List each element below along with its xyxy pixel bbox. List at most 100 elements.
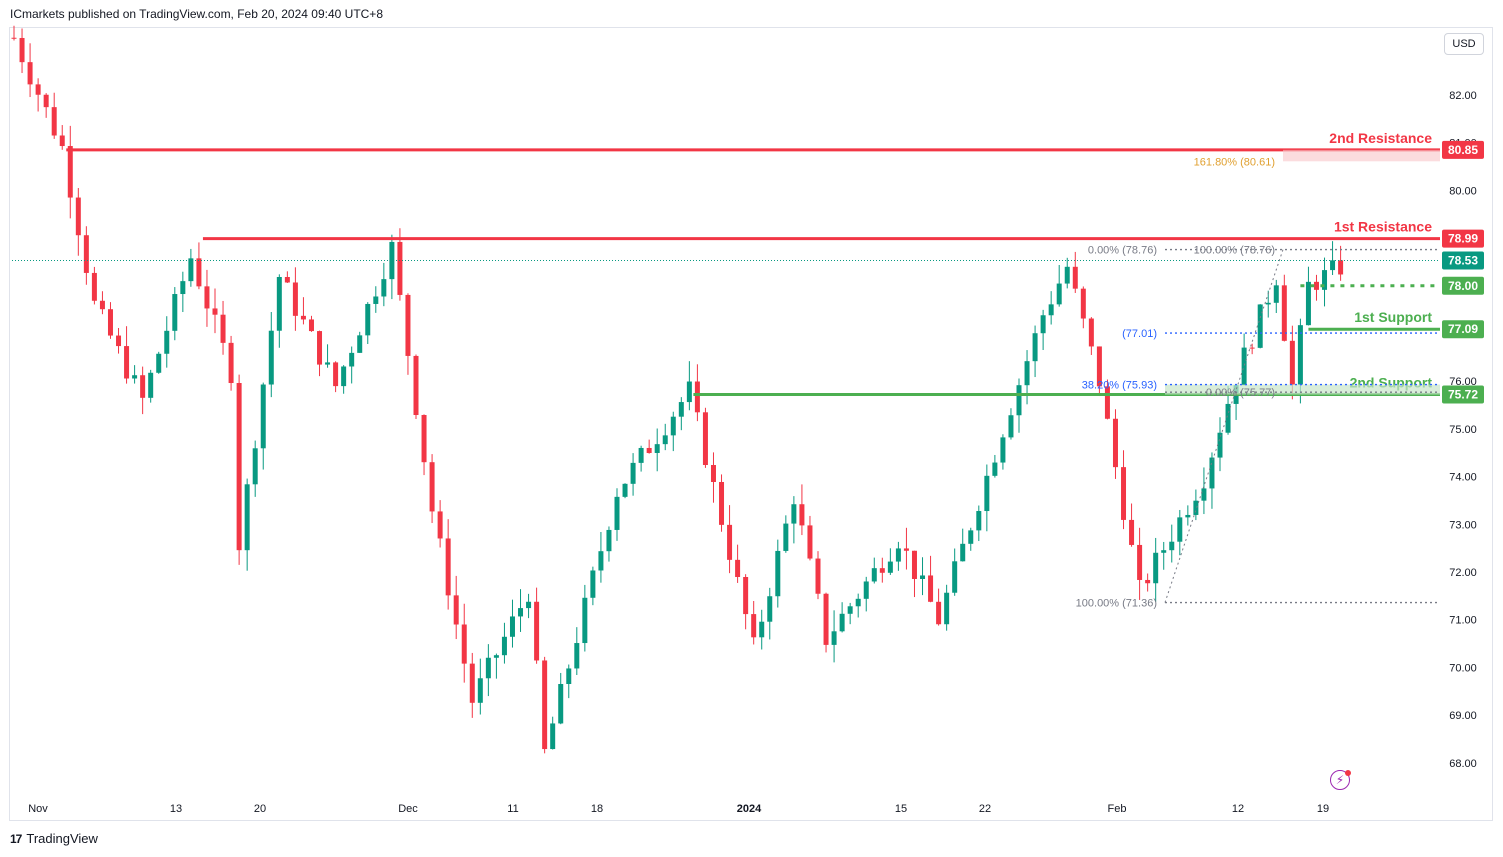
- chart-frame: [9, 27, 1493, 821]
- candles-group: [11, 25, 1344, 754]
- candle: [220, 314, 226, 343]
- candle: [1322, 270, 1328, 290]
- resistance-tag: [1442, 140, 1484, 159]
- candle: [1016, 385, 1022, 416]
- candle: [1297, 325, 1303, 385]
- candle: [598, 551, 604, 571]
- candle: [107, 309, 113, 336]
- candle: [727, 524, 733, 560]
- candle: [1032, 333, 1038, 362]
- candle: [501, 636, 507, 656]
- candle: [51, 107, 57, 136]
- fib-label: 0.00% (75.77): [1206, 387, 1275, 399]
- candle: [735, 559, 741, 578]
- candle: [341, 366, 347, 387]
- candle: [678, 402, 684, 417]
- candle: [276, 276, 282, 331]
- candle: [1080, 288, 1086, 319]
- currency-button[interactable]: USD: [1444, 33, 1484, 55]
- y-tick-label: 72.00: [1449, 567, 1477, 579]
- candle: [638, 447, 644, 463]
- candle: [389, 241, 395, 280]
- publish-line: ICmarkets published on TradingView.com, …: [10, 7, 383, 21]
- candle: [405, 294, 411, 356]
- candle: [445, 538, 451, 596]
- candle: [453, 595, 459, 625]
- candle: [1217, 432, 1223, 458]
- candle: [1249, 347, 1255, 349]
- y-axis: 82.0081.0080.0076.0075.0074.0073.0072.00…: [1442, 90, 1484, 770]
- candle: [1096, 346, 1102, 387]
- support-tag: [1442, 385, 1484, 404]
- notification-dot: [1345, 770, 1351, 776]
- y-tick-label: 74.00: [1449, 472, 1477, 484]
- candle: [99, 300, 105, 310]
- candle: [686, 381, 692, 403]
- candle: [694, 381, 700, 413]
- candle: [236, 383, 242, 551]
- candle: [1177, 517, 1183, 542]
- candle: [437, 511, 443, 539]
- candle: [1048, 304, 1054, 316]
- candle: [75, 197, 81, 236]
- candle: [582, 597, 588, 644]
- candle: [1313, 281, 1319, 290]
- candle: [156, 353, 162, 373]
- candle: [204, 286, 210, 309]
- pivot-tag-label: 78.00: [1448, 279, 1478, 293]
- candle: [558, 684, 564, 724]
- candle: [518, 608, 524, 617]
- lightning-bolt-icon[interactable]: ⚡: [1330, 770, 1350, 790]
- candle: [1072, 266, 1078, 289]
- candle: [1225, 403, 1231, 433]
- candle: [1193, 500, 1199, 515]
- resistance-tag-label: 80.85: [1448, 143, 1478, 157]
- current-price-tag: [1442, 251, 1484, 270]
- candle: [654, 444, 660, 453]
- candle: [542, 660, 548, 750]
- candle: [317, 331, 323, 365]
- candle: [91, 272, 97, 301]
- candle: [526, 601, 532, 609]
- candle: [952, 561, 958, 593]
- y-tick-label: 70.00: [1449, 662, 1477, 674]
- x-tick-label: 19: [1317, 803, 1329, 815]
- candle: [11, 37, 17, 39]
- x-axis: Nov 13 20 Dec 11 18 2024 15 22 Feb 12 19: [28, 803, 1329, 815]
- candle: [284, 276, 290, 283]
- candle: [759, 621, 765, 638]
- current-price-tag-label: 78.53: [1448, 254, 1478, 268]
- candle: [920, 575, 926, 579]
- candle: [35, 84, 41, 95]
- candle: [807, 525, 813, 559]
- candle: [116, 335, 122, 347]
- candle: [349, 352, 355, 367]
- candle: [1330, 260, 1336, 271]
- resistance-tag: [1442, 229, 1484, 248]
- candle: [839, 613, 845, 632]
- candle: [992, 462, 998, 476]
- candle: [244, 484, 250, 551]
- candle: [19, 37, 25, 63]
- candle: [212, 308, 218, 315]
- candle: [469, 663, 475, 703]
- candle: [228, 342, 234, 384]
- candle: [670, 416, 676, 436]
- candle: [308, 319, 314, 332]
- tradingview-brand[interactable]: 17 TradingView: [10, 831, 98, 846]
- candle: [743, 577, 749, 615]
- candle: [1088, 318, 1094, 347]
- candle: [928, 575, 934, 602]
- candle: [1145, 579, 1151, 584]
- candle: [799, 504, 805, 526]
- candle: [968, 530, 974, 544]
- candle: [1289, 340, 1295, 385]
- fib-extension-zone: [1283, 149, 1440, 162]
- candle: [662, 435, 668, 445]
- support-label: 1st Support: [1354, 309, 1432, 325]
- x-tick-label: 11: [507, 803, 518, 815]
- fib-labels-group: 0.00% (78.76) 100.00% (78.76) 161.80% (80.…: [1076, 149, 1440, 610]
- candle: [1265, 302, 1271, 305]
- candle: [1338, 260, 1344, 275]
